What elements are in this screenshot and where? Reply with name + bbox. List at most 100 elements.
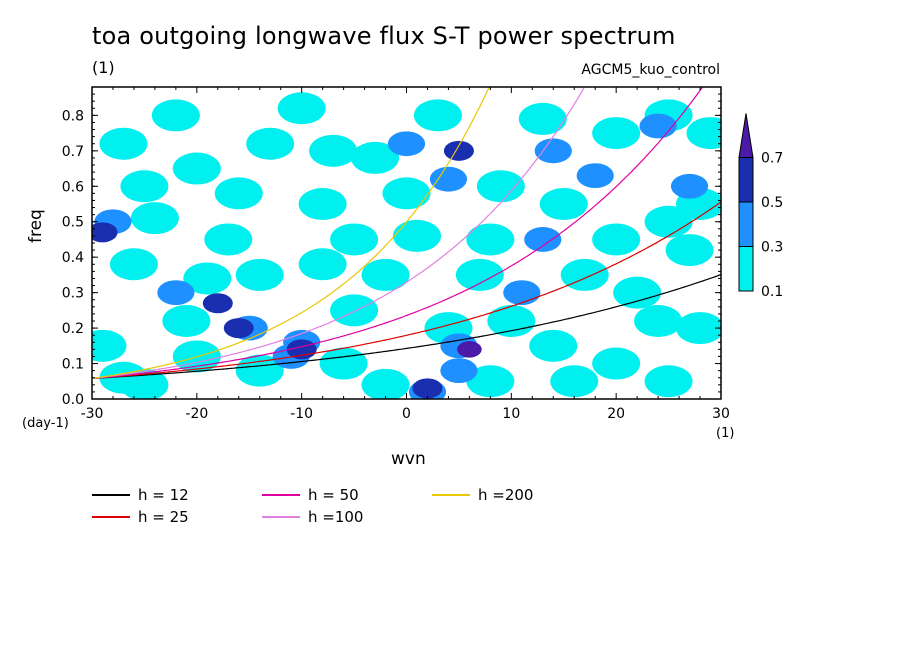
y-tick-label: 0.1: [62, 357, 84, 373]
contour-cell: [361, 368, 410, 399]
contour-cell: [686, 117, 721, 150]
contour-cell: [183, 262, 232, 295]
y-tick-label: 0.3: [62, 286, 84, 302]
contour-cell: [466, 365, 515, 398]
contour-fill: [92, 92, 721, 399]
x-tick-label: -20: [185, 406, 208, 422]
x-tick-label: -30: [81, 406, 104, 422]
contour-cell: [99, 127, 148, 160]
legend-label: h =100: [308, 508, 364, 526]
colorbar-segment: [738, 201, 754, 247]
chart-title: toa outgoing longwave flux S-T power spe…: [92, 22, 676, 50]
contour-cell: [277, 92, 326, 125]
contour-cell: [382, 177, 431, 210]
contour-cell: [319, 347, 368, 380]
contour-cell: [539, 188, 588, 220]
y-tick-label: 0.7: [62, 144, 84, 160]
contour-cell: [223, 318, 254, 339]
colorbar-label: 0.7: [761, 151, 783, 167]
legend-item: h = 50: [262, 486, 359, 504]
contour-cell: [298, 188, 347, 220]
contour-cell: [503, 280, 541, 306]
contour-cell: [429, 166, 468, 192]
contour-cell: [412, 378, 443, 399]
legend-label: h = 25: [138, 508, 189, 526]
y-tick-label: 0.5: [62, 215, 84, 231]
legend-item: h = 12: [92, 486, 189, 504]
dispersion-curve: [92, 274, 721, 379]
contour-cell: [466, 223, 515, 256]
contour-cell: [392, 219, 441, 252]
y-tick-label: 0.6: [62, 179, 84, 195]
contour-cell: [109, 248, 158, 281]
colorbar-label: 0.3: [761, 240, 783, 256]
contour-cell: [476, 170, 525, 203]
contour-cell: [592, 117, 641, 150]
contour-cell: [534, 138, 572, 164]
y-tick-label: 0.8: [62, 108, 84, 124]
dispersion-curve: [92, 87, 704, 379]
contour-cell: [202, 293, 233, 314]
dispersion-curve: [92, 201, 721, 379]
contour-cell: [634, 305, 683, 337]
contour-cell: [361, 258, 410, 291]
x-tick-label: 30: [712, 406, 730, 422]
contour-cell: [246, 127, 295, 160]
contour-cell: [576, 163, 614, 189]
legend-swatch: [262, 494, 300, 496]
contour-cell: [351, 141, 400, 174]
colorbar-arrow: [738, 113, 754, 158]
contour-cell: [670, 173, 709, 199]
legend-swatch: [432, 494, 470, 496]
y-axis-units: (day-1): [22, 416, 69, 431]
y-tick-label: 0.2: [62, 321, 84, 337]
contour-cell: [440, 358, 478, 384]
contour-cell: [487, 305, 536, 337]
contour-cell: [455, 258, 504, 291]
contour-cell: [298, 248, 347, 281]
contour-cell: [639, 113, 677, 139]
contour-cell: [92, 329, 127, 362]
contour-cell: [309, 134, 358, 167]
x-tick-label: -10: [290, 406, 313, 422]
contour-cell: [518, 102, 567, 135]
contour-cell: [524, 227, 562, 252]
colorbar-segment: [738, 246, 754, 292]
contour-cell: [550, 365, 599, 398]
contour-cell: [235, 258, 284, 291]
contour-cell: [92, 222, 118, 243]
contour-cell: [560, 258, 609, 291]
x-axis-label: wvn: [391, 449, 426, 469]
x-tick-label: 0: [402, 406, 411, 422]
x-axis-units: (1): [716, 426, 735, 441]
legend-item: h = 25: [92, 508, 189, 526]
contour-cell: [457, 341, 482, 358]
contour-cell: [330, 294, 379, 327]
contour-cell: [644, 205, 693, 238]
legend-swatch: [262, 516, 300, 518]
contour-cell: [592, 223, 641, 256]
x-tick-label: 20: [607, 406, 625, 422]
contour-cell: [172, 152, 221, 185]
legend-swatch: [92, 516, 130, 518]
model-name: AGCM5_kuo_control: [581, 62, 720, 78]
contour-cell: [151, 99, 200, 132]
x-tick-label: 10: [502, 406, 520, 422]
dispersion-curve: [92, 87, 586, 379]
legend-item: h =100: [262, 508, 363, 526]
dispersion-curve: [92, 87, 490, 379]
contour-cell: [130, 202, 179, 235]
colorbar-segment: [738, 157, 754, 203]
contour-cell: [214, 177, 263, 210]
y-tick-label: 0.4: [62, 250, 84, 266]
contour-cell: [413, 99, 462, 132]
legend-item: h =200: [432, 486, 533, 504]
colorbar-label: 0.1: [761, 284, 783, 300]
contour-cell: [665, 234, 714, 267]
contour-cell: [443, 140, 474, 161]
legend-label: h = 50: [308, 486, 359, 504]
contour-cell: [162, 305, 211, 337]
contour-cell: [120, 170, 169, 203]
contour-cell: [204, 223, 253, 256]
